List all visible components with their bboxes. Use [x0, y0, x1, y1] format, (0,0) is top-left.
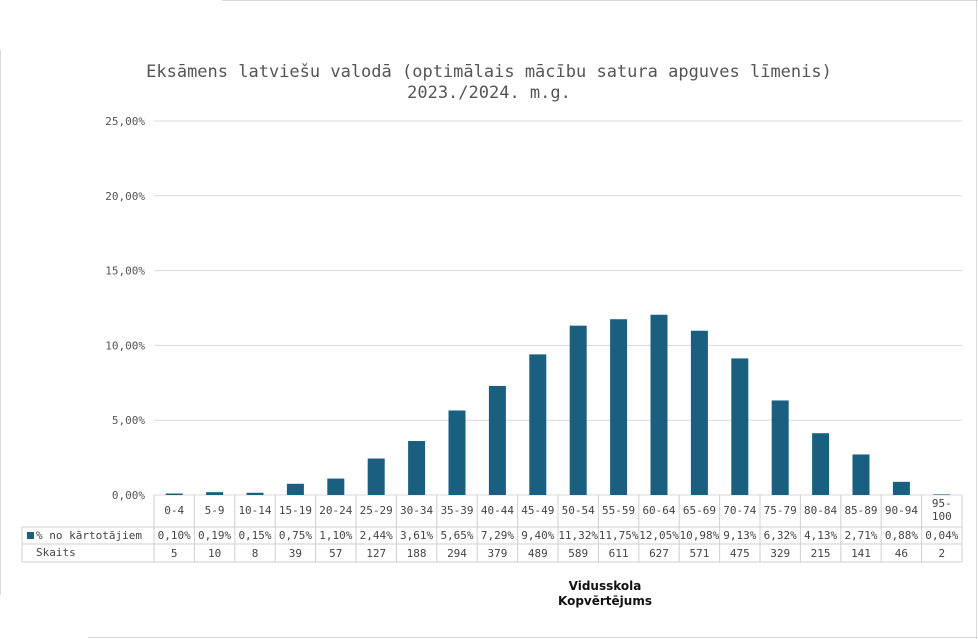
- frame-top-line: [222, 0, 978, 1]
- y-tick-label: 0,00%: [112, 489, 145, 502]
- frame-right-line: [976, 0, 977, 639]
- count-label: 39: [289, 547, 302, 560]
- data-label: 4,13%: [804, 529, 837, 542]
- x-category-label: 75-79: [764, 504, 797, 517]
- bar: [206, 492, 224, 495]
- data-label: 9,13%: [723, 529, 756, 542]
- count-label: 141: [851, 547, 871, 560]
- x-category-label: 60-64: [642, 504, 675, 517]
- bar: [731, 358, 749, 495]
- bar: [690, 330, 708, 495]
- y-tick-label: 15,00%: [105, 265, 145, 278]
- x-category-label: 15-19: [279, 504, 312, 517]
- table-row-header: Skaits: [36, 546, 76, 559]
- count-label: 188: [407, 547, 427, 560]
- x-category-label: 20-24: [319, 504, 352, 517]
- x-category-label: 25-29: [360, 504, 393, 517]
- data-label: 7,29%: [481, 529, 514, 542]
- x-category-label: 30-34: [400, 504, 433, 517]
- x-axis-title-line1: Vidusskola: [568, 579, 642, 593]
- bar: [529, 354, 547, 495]
- y-tick-label: 5,00%: [112, 414, 145, 427]
- data-label: 12,05%: [639, 529, 679, 542]
- data-label: 10,98%: [680, 529, 720, 542]
- count-label: 10: [208, 547, 221, 560]
- count-label: 627: [649, 547, 669, 560]
- bar: [812, 433, 830, 495]
- data-label: 0,88%: [885, 529, 918, 542]
- x-category-label: 55-59: [602, 504, 635, 517]
- count-label: 57: [329, 547, 342, 560]
- data-label: 0,19%: [198, 529, 231, 542]
- x-category-label: 0-4: [164, 504, 184, 517]
- data-label: 1,10%: [319, 529, 352, 542]
- bar: [933, 494, 951, 495]
- count-label: 215: [811, 547, 831, 560]
- bar: [771, 400, 789, 495]
- data-label: 9,40%: [521, 529, 554, 542]
- x-category-label: 35-39: [440, 504, 473, 517]
- bar: [852, 454, 870, 495]
- bar: [367, 458, 385, 495]
- x-category-label: 70-74: [723, 504, 756, 517]
- count-label: 127: [366, 547, 386, 560]
- bar: [569, 325, 587, 495]
- data-label: 0,75%: [279, 529, 312, 542]
- x-category-label: 85-89: [844, 504, 877, 517]
- count-label: 8: [252, 547, 259, 560]
- count-label: 2: [938, 547, 945, 560]
- count-label: 475: [730, 547, 750, 560]
- count-label: 571: [689, 547, 709, 560]
- x-category-label: 90-94: [885, 504, 918, 517]
- data-label: 5,65%: [440, 529, 473, 542]
- x-category-label: 80-84: [804, 504, 837, 517]
- bar: [408, 440, 426, 495]
- x-axis-title-line2: Kopvērtējums: [558, 594, 652, 608]
- count-label: 329: [770, 547, 790, 560]
- x-category-label: 50-54: [562, 504, 595, 517]
- count-label: 379: [487, 547, 507, 560]
- bar: [327, 478, 345, 495]
- bar: [448, 410, 466, 495]
- data-label: 11,32%: [558, 529, 598, 542]
- data-label: 3,61%: [400, 529, 433, 542]
- bar: [165, 493, 183, 495]
- data-label: 6,32%: [764, 529, 797, 542]
- x-category-label: 45-49: [521, 504, 554, 517]
- bar: [286, 483, 304, 495]
- data-label: 0,04%: [925, 529, 958, 542]
- data-label: 2,71%: [844, 529, 877, 542]
- data-label: 0,10%: [158, 529, 191, 542]
- bar: [892, 481, 910, 495]
- count-label: 46: [895, 547, 908, 560]
- count-label: 294: [447, 547, 467, 560]
- x-category-label: 10-14: [238, 504, 271, 517]
- y-tick-label: 25,00%: [105, 115, 145, 128]
- data-label: 2,44%: [360, 529, 393, 542]
- x-category-label: 40-44: [481, 504, 514, 517]
- legend-key: [27, 532, 34, 539]
- count-label: 489: [528, 547, 548, 560]
- x-category-label: 95-100: [932, 497, 952, 523]
- count-label: 5: [171, 547, 178, 560]
- count-label: 589: [568, 547, 588, 560]
- bar: [246, 492, 264, 495]
- bar: [488, 385, 506, 495]
- data-label: 11,75%: [599, 529, 639, 542]
- legend-label: % no kārtotājiem: [36, 529, 142, 542]
- count-label: 611: [609, 547, 629, 560]
- chart-title: Eksāmens latviešu valodā (optimālais māc…: [146, 62, 832, 103]
- data-label: 0,15%: [238, 529, 271, 542]
- frame-bottom-line: [88, 637, 978, 638]
- bar: [610, 319, 628, 495]
- y-tick-label: 20,00%: [105, 190, 145, 203]
- x-category-label: 65-69: [683, 504, 716, 517]
- y-tick-label: 10,00%: [105, 339, 145, 352]
- x-category-label: 5-9: [205, 504, 225, 517]
- bar: [650, 314, 668, 495]
- frame-left-line: [0, 50, 1, 595]
